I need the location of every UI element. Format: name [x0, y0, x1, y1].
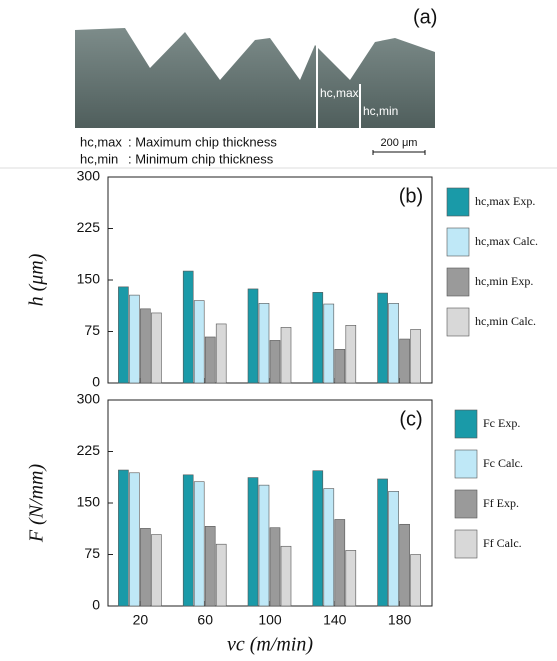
legend-swatch [446, 187, 470, 217]
bar [129, 472, 140, 607]
y-tick-label: 150 [77, 494, 101, 510]
legend-label: hc,min Exp. [475, 274, 533, 288]
definition-text: : Maximum chip thickness [128, 134, 277, 149]
bar [377, 292, 388, 384]
legend-swatch [454, 409, 478, 439]
legend-label: Ff Calc. [483, 536, 522, 550]
legend-label: Ff Exp. [483, 496, 519, 510]
bar [269, 527, 281, 607]
bar [312, 470, 324, 607]
panel-label: (a) [413, 6, 437, 28]
bar [312, 292, 324, 384]
legend-swatch [446, 307, 470, 337]
legend-label: Fc Calc. [483, 456, 523, 470]
bar [345, 325, 357, 384]
y-tick-label: 150 [77, 271, 101, 287]
bar [410, 554, 421, 607]
y-tick-label: 300 [77, 391, 101, 407]
scale-bar-label: 200 μm [381, 137, 418, 149]
bar [334, 349, 346, 384]
legend-label: hc,min Calc. [475, 314, 536, 328]
bar [118, 469, 129, 607]
x-axis-label: vc (m/min) [227, 634, 313, 656]
bar [193, 481, 205, 607]
y-tick-label: 225 [77, 219, 101, 235]
x-tick-label: 140 [323, 612, 347, 628]
marker-label: hc,min [363, 104, 398, 118]
legend-swatch [454, 449, 478, 479]
bar [345, 550, 357, 607]
panel-label: (c) [399, 408, 422, 430]
bar [151, 534, 162, 607]
bar [410, 329, 421, 384]
y-tick-label: 225 [77, 442, 101, 458]
bar [334, 519, 346, 607]
legend-swatch [446, 227, 470, 257]
bar [258, 484, 270, 607]
bar [204, 526, 216, 607]
legend-label: hc,max Exp. [475, 194, 535, 208]
bar [247, 477, 259, 607]
x-tick-label: 60 [197, 612, 213, 628]
y-tick-label: 75 [84, 322, 100, 338]
bar [323, 303, 335, 384]
bar [388, 491, 399, 607]
bar [280, 545, 292, 607]
bar [140, 528, 151, 607]
x-tick-label: 100 [258, 612, 282, 628]
y-tick-label: 0 [92, 374, 100, 390]
panel-label: (b) [399, 185, 423, 207]
bar [118, 286, 129, 384]
bar [323, 488, 335, 607]
bar [399, 338, 410, 384]
definition-symbol: hc,min [80, 151, 118, 166]
y-tick-label: 300 [77, 168, 101, 184]
y-axis-label: h (μm) [26, 253, 48, 306]
bar [193, 300, 205, 384]
bar [399, 523, 410, 607]
bar [182, 474, 194, 607]
marker-label: hc,max [320, 86, 359, 100]
bar [129, 294, 140, 384]
bar [388, 303, 399, 384]
bar [140, 308, 151, 384]
bar [269, 340, 281, 384]
micrograph [75, 28, 435, 128]
bar [258, 303, 270, 384]
definition-text: : Minimum chip thickness [128, 151, 274, 166]
y-tick-label: 0 [92, 597, 100, 613]
bar [215, 323, 227, 384]
bar [280, 327, 292, 384]
legend-label: hc,max Calc. [475, 234, 538, 248]
definition-symbol: hc,max [80, 134, 122, 149]
bar [182, 270, 194, 384]
scale-bar [372, 150, 426, 155]
legend-label: Fc Exp. [483, 416, 520, 430]
bar [247, 288, 259, 384]
legend-swatch [454, 529, 478, 559]
y-axis-label: F (N/mm) [26, 464, 48, 544]
bar [215, 543, 227, 607]
bar [151, 312, 162, 384]
bar [377, 478, 388, 607]
y-tick-label: 75 [84, 545, 100, 561]
legend-swatch [454, 489, 478, 519]
legend-swatch [446, 267, 470, 297]
x-tick-label: 180 [388, 612, 412, 628]
bar [204, 336, 216, 384]
x-tick-label: 20 [133, 612, 149, 628]
